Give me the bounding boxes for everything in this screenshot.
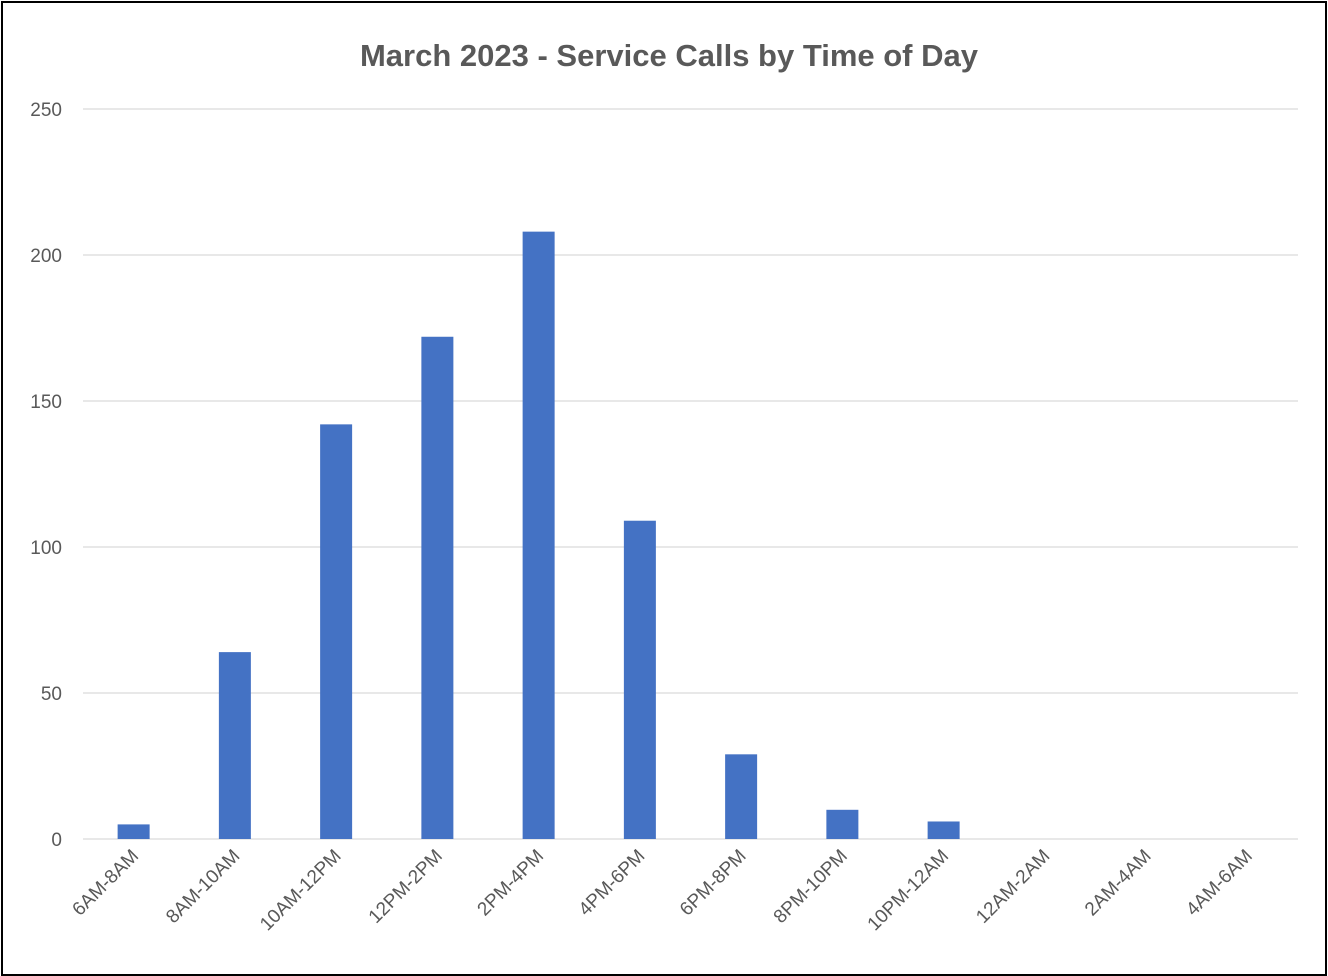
bar-10AM-12PM — [320, 424, 353, 839]
y-tick-label: 200 — [30, 246, 62, 267]
x-tick-label: 12AM-2AM — [972, 846, 1054, 928]
x-tick-label: 12PM-2PM — [365, 846, 447, 928]
bar-4PM-6PM — [623, 520, 656, 839]
bars — [117, 231, 960, 839]
gridlines — [83, 108, 1298, 840]
bar-6PM-8PM — [725, 754, 758, 839]
bar-10PM-12AM — [927, 821, 960, 839]
x-axis-ticks: 6AM-8AM 8AM-10AM 10AM-12PM 12PM-2PM 2PM-4PM 4… — [69, 846, 1257, 936]
bar-8AM-10AM — [218, 652, 251, 839]
bar-6AM-8AM — [117, 824, 150, 839]
x-tick-label: 8AM-10AM — [162, 846, 244, 928]
y-axis-ticks: 0 50 100 150 200 250 — [30, 100, 62, 851]
x-tick-label: 6PM-8PM — [676, 846, 751, 921]
bar-12PM-2PM — [421, 336, 454, 839]
x-tick-label: 2PM-4PM — [474, 846, 549, 921]
x-tick-label: 2AM-4AM — [1081, 846, 1156, 921]
x-tick-label: 6AM-8AM — [69, 846, 144, 921]
y-tick-label: 50 — [41, 684, 62, 705]
bar-2PM-4PM — [522, 231, 555, 839]
x-tick-label: 4AM-6AM — [1182, 846, 1257, 921]
chart-title: March 2023 - Service Calls by Time of Da… — [360, 38, 979, 73]
y-tick-label: 250 — [30, 100, 62, 121]
y-tick-label: 0 — [51, 830, 62, 851]
x-tick-label: 4PM-6PM — [575, 846, 650, 921]
bar-8PM-10PM — [826, 809, 859, 839]
y-tick-label: 100 — [30, 538, 62, 559]
x-tick-label: 10PM-12AM — [864, 846, 954, 936]
bar-chart: March 2023 - Service Calls by Time of Da… — [30, 38, 1298, 936]
y-tick-label: 150 — [30, 392, 62, 413]
x-tick-label: 8PM-10PM — [770, 846, 852, 928]
x-tick-label: 10AM-12PM — [256, 846, 346, 936]
